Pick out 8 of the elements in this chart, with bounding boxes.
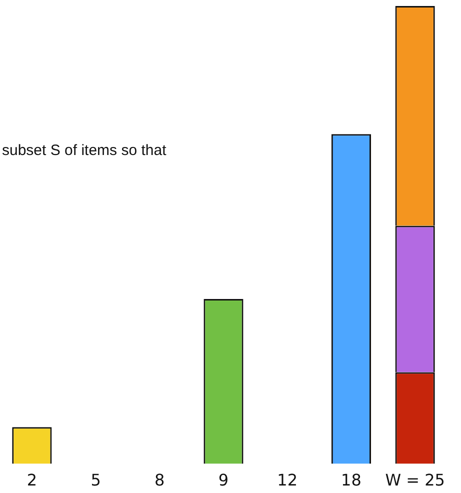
x-tick-label: 12 — [277, 470, 298, 490]
x-tick-label: 9 — [218, 470, 229, 490]
annotation: subset S of items so that — [2, 142, 166, 159]
x-tick-label: 5 — [90, 470, 101, 490]
x-tick-label: 8 — [154, 470, 165, 490]
x-tick-label: 2 — [26, 470, 38, 490]
x-tick-label: 18 — [341, 470, 362, 490]
x-tick-label: W = 25 — [385, 470, 445, 490]
